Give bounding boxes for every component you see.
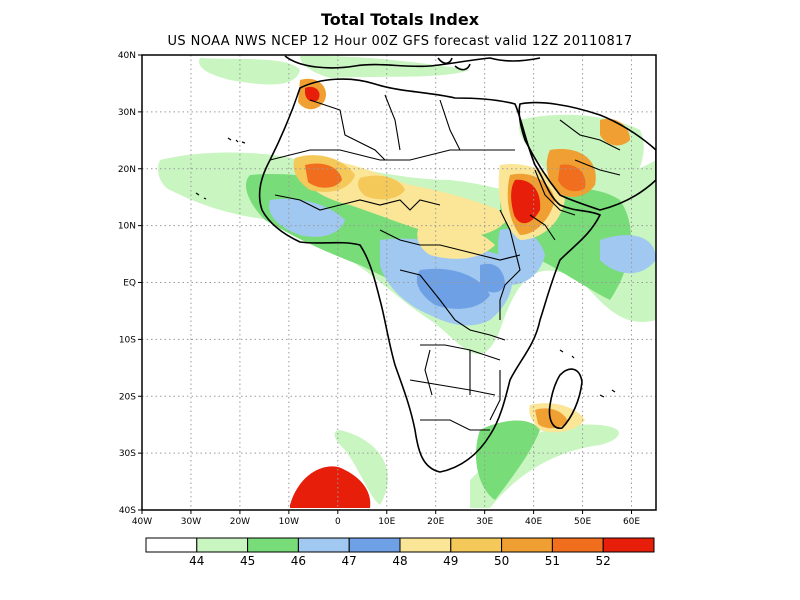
lon-tick-label: 10E <box>378 517 395 527</box>
color-bar-label: 44 <box>189 554 204 568</box>
lon-tick-label: 30W <box>181 517 201 527</box>
land-boundaries <box>258 55 656 473</box>
lon-tick-label: 0 <box>335 517 341 527</box>
axis-labels: 40W 30W 20W 10W 0 10E 20E 30E 40E 50E 60E 40N 30N 20N… <box>118 51 641 527</box>
lon-tick-label: 30E <box>476 517 493 527</box>
lon-tick-label: 20W <box>230 517 250 527</box>
color-bar-swatch <box>399 537 452 553</box>
field-great-lakes <box>480 263 505 293</box>
lat-tick-label: 10N <box>118 222 136 232</box>
mascarene <box>599 389 616 398</box>
lat-tick-label: 40S <box>119 506 136 516</box>
border-sahel <box>269 149 515 161</box>
border-arabia <box>559 119 621 176</box>
color-bar-swatch <box>501 537 553 553</box>
field-south-indian <box>470 424 619 508</box>
border-central <box>379 229 521 261</box>
color-bar-swatch <box>551 537 604 553</box>
field-mali-red <box>305 163 342 188</box>
lon-tick-label: 10W <box>279 517 299 527</box>
madagascar-coast <box>548 368 583 429</box>
lat-tick-label: 20N <box>118 165 136 175</box>
border-southern-ext <box>424 349 501 421</box>
color-bar-swatch <box>297 537 350 553</box>
color-bar-label: 50 <box>494 554 509 568</box>
map-area <box>142 55 656 510</box>
color-bar-legend: 44 45 46 47 48 49 50 51 52 <box>145 537 655 568</box>
country-borders <box>269 94 621 431</box>
border-horn <box>529 169 576 241</box>
color-bar-label: 46 <box>291 554 306 568</box>
color-bar-swatch <box>602 537 655 553</box>
color-bar-label: 48 <box>392 554 407 568</box>
border-maghreb <box>309 94 461 161</box>
color-bar-label: 51 <box>545 554 560 568</box>
color-bar-swatch <box>196 537 249 553</box>
lon-tick-label: 60E <box>623 517 640 527</box>
cape-verde <box>195 192 207 200</box>
border-west-africa <box>274 194 441 211</box>
map-gridlines <box>142 55 656 510</box>
field-atlantic-red <box>290 466 371 508</box>
color-bar-label: 45 <box>240 554 255 568</box>
border-congo <box>399 269 506 341</box>
africa-coastline <box>258 78 602 473</box>
lon-tick-label: 50E <box>574 517 591 527</box>
color-bar-swatch <box>450 537 503 553</box>
lat-tick-label: EQ <box>123 279 136 289</box>
lat-tick-label: 30N <box>118 108 136 118</box>
field-niger-orange <box>357 175 405 200</box>
lon-tick-label: 40W <box>132 517 152 527</box>
sicily-iberia <box>437 57 471 71</box>
field-congo-core <box>416 268 490 309</box>
field-east-tanzania <box>498 228 545 285</box>
comoros <box>559 349 575 359</box>
islands <box>195 137 616 398</box>
field-yemen-red <box>558 164 586 192</box>
color-bar-swatch <box>348 537 401 553</box>
shaded-field-red <box>290 86 586 508</box>
lon-tick-label: 40E <box>525 517 542 527</box>
shaded-field-blue-dark <box>416 263 505 309</box>
map-subtitle: US NOAA NWS NCEP 12 Hour 00Z GFS forecas… <box>167 34 633 49</box>
arabia-coast <box>518 101 656 211</box>
color-bar-label: 49 <box>443 554 458 568</box>
color-bar-label: 52 <box>596 554 611 568</box>
lat-tick-label: 20S <box>119 392 136 402</box>
color-bar-swatch <box>145 537 198 553</box>
field-ethiopia-red <box>511 179 541 224</box>
map-title: Total Totals Index <box>320 10 480 29</box>
europe-coast <box>284 55 541 69</box>
field-atlantic-south <box>334 430 388 505</box>
color-bar-label: 47 <box>342 554 357 568</box>
canary-islands <box>227 137 246 144</box>
field-arabian-sea <box>600 235 656 274</box>
lon-tick-label: 20E <box>427 517 444 527</box>
lat-tick-label: 30S <box>119 449 136 459</box>
field-libya-red <box>305 86 320 102</box>
border-east <box>499 209 521 320</box>
lat-tick-label: 10S <box>119 335 136 345</box>
border-south <box>409 344 501 431</box>
field-sudan-yellow <box>417 223 495 259</box>
field-nw-atlantic <box>199 58 300 85</box>
field-mediterranean <box>300 55 470 78</box>
field-mozambique <box>475 420 540 500</box>
color-bar-swatch <box>247 537 299 553</box>
field-madagascar-orange <box>535 408 568 429</box>
lat-tick-label: 40N <box>118 51 136 61</box>
